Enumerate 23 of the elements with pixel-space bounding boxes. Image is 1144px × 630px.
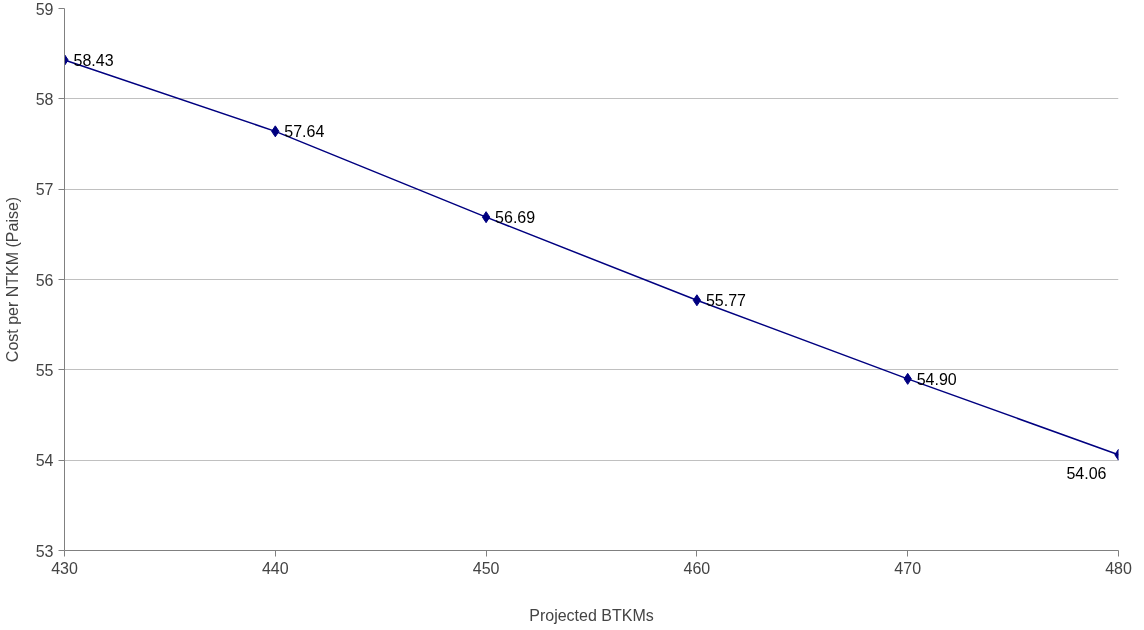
x-axis-title: Projected BTKMs: [529, 606, 654, 624]
x-tick-label: 470: [894, 559, 922, 577]
y-tick-label: 56: [35, 271, 54, 289]
y-tick-label: 58: [35, 90, 54, 108]
data-label: 55.77: [705, 292, 747, 310]
data-label: 57.64: [284, 123, 325, 141]
y-tick-label: 53: [35, 542, 54, 560]
x-tick-label: 430: [51, 559, 78, 577]
y-tick-label: 59: [35, 0, 54, 18]
point: [481, 211, 491, 224]
y-tick-label: 54: [35, 452, 54, 470]
data-label: 54.90: [916, 370, 957, 388]
x-tick-label: 440: [261, 559, 289, 577]
data-label: 54.06: [1066, 464, 1107, 482]
x-tick-label: 460: [683, 559, 711, 577]
data-label: 56.69: [495, 209, 536, 227]
point: [692, 294, 702, 307]
x-tick-label: 480: [1105, 559, 1132, 577]
x-tick-label: 450: [472, 559, 500, 577]
y-tick-label: 57: [35, 181, 54, 199]
y-tick-label: 55: [35, 361, 54, 379]
y-axis-title: Cost per NTKM (Paise): [3, 196, 21, 363]
data-label: 58.43: [73, 51, 114, 69]
